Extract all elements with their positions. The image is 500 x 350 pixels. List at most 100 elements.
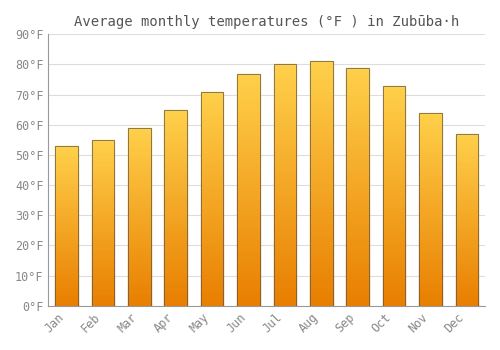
Bar [456,233,478,235]
Bar [456,273,478,275]
Bar [92,239,114,241]
Bar [56,199,78,200]
Bar [237,141,260,143]
Bar [346,120,369,122]
Bar [274,303,296,306]
Bar [419,267,442,269]
Bar [201,278,224,280]
Bar [383,178,406,180]
Bar [383,143,406,145]
Bar [92,243,114,244]
Bar [56,173,78,175]
Bar [346,258,369,260]
Bar [164,124,187,125]
Bar [237,301,260,303]
Bar [346,194,369,196]
Bar [310,76,332,79]
Bar [456,167,478,168]
Bar [92,155,114,156]
Bar [346,182,369,184]
Bar [419,300,442,302]
Bar [383,295,406,297]
Bar [237,148,260,150]
Bar [164,288,187,290]
Bar [383,167,406,169]
Bar [310,86,332,88]
Bar [310,181,332,184]
Bar [346,299,369,301]
Bar [56,231,78,232]
Bar [128,210,150,211]
Bar [383,297,406,299]
Bar [56,229,78,231]
Bar [164,206,187,208]
Bar [92,188,114,190]
Bar [237,248,260,250]
Bar [128,135,150,137]
Bar [201,92,224,306]
Bar [164,169,187,170]
Bar [274,183,296,185]
Bar [419,147,442,149]
Bar [274,202,296,204]
Bar [164,116,187,118]
Bar [274,161,296,163]
Bar [237,204,260,206]
Bar [128,178,150,180]
Bar [164,204,187,206]
Bar [419,128,442,130]
Bar [237,106,260,108]
Bar [310,135,332,137]
Bar [128,144,150,146]
Bar [92,288,114,289]
Bar [456,197,478,199]
Bar [237,174,260,176]
Bar [201,246,224,248]
Bar [164,278,187,280]
Bar [237,220,260,222]
Bar [237,289,260,292]
Bar [128,208,150,210]
Bar [456,302,478,304]
Bar [419,207,442,209]
Bar [237,264,260,266]
Bar [237,83,260,85]
Bar [419,279,442,281]
Bar [237,218,260,220]
Bar [201,124,224,126]
Bar [419,304,442,306]
Bar [128,283,150,285]
Bar [346,289,369,292]
Bar [56,251,78,253]
Bar [56,242,78,244]
Bar [92,152,114,153]
Bar [419,182,442,184]
Bar [346,75,369,77]
Bar [56,184,78,186]
Bar [237,280,260,282]
Bar [237,201,260,204]
Bar [456,213,478,215]
Bar [383,207,406,209]
Bar [128,151,150,153]
Bar [419,294,442,296]
Bar [201,205,224,207]
Bar [274,224,296,226]
Bar [92,286,114,288]
Bar [310,81,332,83]
Bar [237,88,260,90]
Bar [310,103,332,105]
Bar [419,244,442,246]
Bar [164,161,187,163]
Bar [456,272,478,273]
Bar [419,261,442,263]
Bar [56,223,78,224]
Bar [164,159,187,161]
Bar [456,275,478,276]
Bar [128,142,150,144]
Bar [346,215,369,218]
Bar [419,184,442,186]
Bar [128,170,150,172]
Bar [92,230,114,231]
Bar [383,198,406,200]
